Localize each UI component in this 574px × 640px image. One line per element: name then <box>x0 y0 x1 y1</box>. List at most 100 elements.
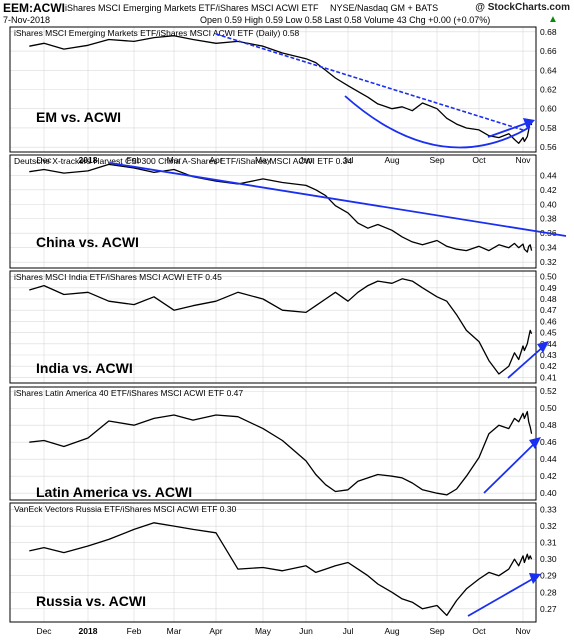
header-description: iShares MSCI Emerging Markets ETF/iShare… <box>65 3 319 13</box>
y-tick-label: 0.38 <box>540 214 557 224</box>
header-exchange: NYSE/Nasdaq GM + BATS <box>330 3 439 13</box>
y-tick-label: 0.42 <box>540 361 557 371</box>
panel-label: China vs. ACWI <box>36 234 139 250</box>
header-watermark: @ StockCharts.com <box>475 2 570 13</box>
y-tick-label: 0.43 <box>540 350 557 360</box>
blue-arrow-shaft <box>483 441 537 494</box>
blue-arrow-shaft <box>467 576 537 617</box>
y-tick-label: 0.60 <box>540 104 557 114</box>
blue-arrow-head <box>537 341 549 353</box>
y-tick-label: 0.46 <box>540 437 557 447</box>
series-line <box>29 35 533 144</box>
header-ohlc: Open 0.59 High 0.59 Low 0.58 Last 0.58 V… <box>200 15 491 25</box>
y-tick-label: 0.31 <box>540 538 557 548</box>
y-tick-label: 0.32 <box>540 521 557 531</box>
x-tick-label: Apr <box>209 626 222 636</box>
x-tick-label: Jul <box>343 155 354 165</box>
series-line <box>29 410 533 496</box>
x-tick-label: Sep <box>429 626 444 636</box>
header-date: 7-Nov-2018 <box>3 15 51 25</box>
y-tick-label: 0.58 <box>540 123 557 133</box>
header-up-arrow-icon: ▲ <box>548 14 558 25</box>
x-tick-label: Sep <box>429 155 444 165</box>
series-title: Deutsche X-trackers Harvest CSI 300 Chin… <box>14 156 353 166</box>
series-title: VanEck Vectors Russia ETF/iShares MSCI A… <box>14 504 237 514</box>
y-tick-label: 0.40 <box>540 488 557 498</box>
y-tick-label: 0.46 <box>540 316 557 326</box>
x-tick-label: May <box>255 155 272 165</box>
y-tick-label: 0.44 <box>540 454 557 464</box>
y-tick-label: 0.64 <box>540 65 557 75</box>
x-tick-label: Nov <box>515 155 531 165</box>
panel-frame <box>9 502 537 623</box>
series-title: iShares MSCI Emerging Markets ETF/iShare… <box>14 28 300 38</box>
x-tick-label: Feb <box>127 155 142 165</box>
x-tick-label: 2018 <box>79 155 98 165</box>
x-tick-label: Jun <box>299 626 313 636</box>
blue-arrow-shaft <box>507 345 545 379</box>
y-tick-label: 0.44 <box>540 170 557 180</box>
x-tick-label: Mar <box>167 626 182 636</box>
y-tick-label: 0.45 <box>540 328 557 338</box>
panel-label: India vs. ACWI <box>36 360 133 376</box>
blue-arrow-head <box>529 437 541 449</box>
y-tick-label: 0.66 <box>540 46 557 56</box>
y-tick-label: 0.62 <box>540 85 557 95</box>
header-symbol: EEM:ACWI <box>3 1 65 15</box>
y-tick-label: 0.33 <box>540 505 557 515</box>
y-tick-label: 0.30 <box>540 554 557 564</box>
y-tick-label: 0.56 <box>540 142 557 152</box>
series-title: iShares MSCI India ETF/iShares MSCI ACWI… <box>14 272 222 282</box>
blue-arrow-head <box>523 118 535 129</box>
y-tick-label: 0.27 <box>540 604 557 614</box>
panel-label: EM vs. ACWI <box>36 109 121 125</box>
series-line <box>29 278 533 375</box>
y-tick-label: 0.48 <box>540 294 557 304</box>
x-tick-label: Mar <box>167 155 182 165</box>
y-tick-label: 0.40 <box>540 199 557 209</box>
panel-frame <box>9 270 537 384</box>
x-tick-label: Oct <box>472 626 486 636</box>
x-tick-label: Nov <box>515 626 531 636</box>
x-tick-label: 2018 <box>79 626 98 636</box>
x-tick-label: Feb <box>127 626 142 636</box>
y-tick-label: 0.49 <box>540 283 557 293</box>
x-tick-label: Dec <box>36 155 52 165</box>
panel-5: 0.27 0.28 0.29 0.30 0.31 0.32 0.33 VanEck Vecto… <box>9 502 557 623</box>
x-tick-label: Aug <box>384 155 399 165</box>
y-tick-label: 0.28 <box>540 587 557 597</box>
y-tick-label: 0.32 <box>540 257 557 267</box>
blue-downtrend-line <box>109 162 567 237</box>
blue-arc-bottom <box>344 95 531 149</box>
y-tick-label: 0.34 <box>540 243 557 253</box>
series-title: iShares Latin America 40 ETF/iShares MSC… <box>14 388 243 398</box>
x-tick-label: Jul <box>343 626 354 636</box>
x-tick-label: Jun <box>299 155 313 165</box>
x-tick-label: Aug <box>384 626 399 636</box>
x-tick-label: Dec <box>36 626 52 636</box>
y-tick-label: 0.48 <box>540 420 557 430</box>
x-tick-label: May <box>255 626 272 636</box>
y-tick-label: 0.29 <box>540 571 557 581</box>
blue-arrow-head <box>529 573 541 584</box>
panel-label: Russia vs. ACWI <box>36 593 146 609</box>
panel-frame <box>9 154 537 269</box>
x-tick-label: Apr <box>209 155 222 165</box>
panel-4: 0.40 0.42 0.44 0.46 0.48 0.50 0.52 iShares Lati… <box>9 386 557 501</box>
y-tick-label: 0.47 <box>540 305 557 315</box>
series-line <box>29 163 533 253</box>
y-tick-label: 0.68 <box>540 27 557 37</box>
panel-label: Latin America vs. ACWI <box>36 484 192 500</box>
y-tick-label: 0.50 <box>540 403 557 413</box>
y-tick-label: 0.42 <box>540 185 557 195</box>
y-tick-label: 0.42 <box>540 471 557 481</box>
panel-frame <box>9 26 537 153</box>
panel-1: 0.56 0.58 0.60 0.62 0.64 0.66 0.68 iShares MSCI… <box>9 26 557 153</box>
y-tick-label: 0.41 <box>540 372 557 382</box>
y-tick-label: 0.44 <box>540 339 557 349</box>
series-line <box>29 522 533 617</box>
y-tick-label: 0.50 <box>540 272 557 282</box>
x-tick-label: Oct <box>472 155 486 165</box>
